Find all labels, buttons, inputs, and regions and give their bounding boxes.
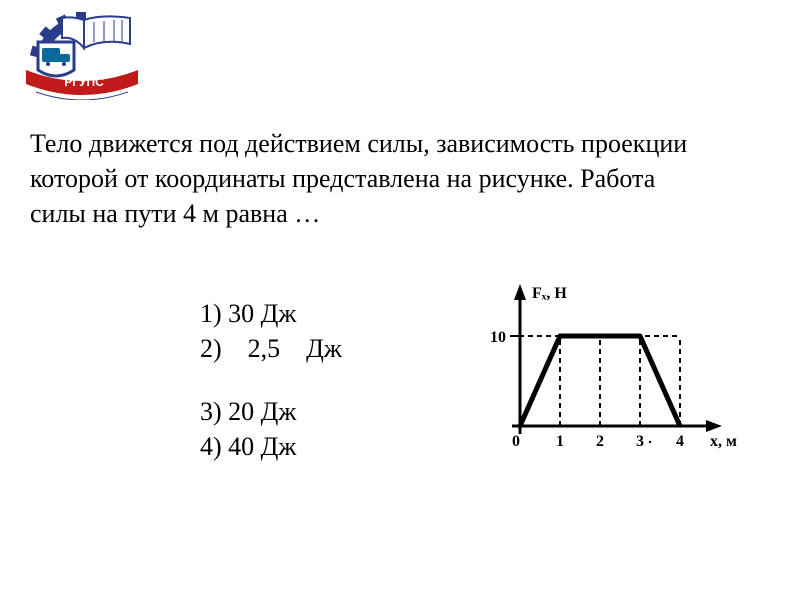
svg-text:и: и (54, 46, 58, 55)
x-axis-label: x, м (710, 433, 737, 450)
shield-icon: и (38, 42, 74, 76)
answer-gap (200, 366, 342, 394)
logo-ribbon-text: РГУПС (64, 75, 104, 89)
axes (512, 284, 722, 434)
x-tick-4: 4 (676, 433, 684, 450)
university-logo: и РГУПС (22, 8, 142, 100)
tick-dot (649, 441, 651, 443)
answer-options: 1) 30 Дж 2) 2,5 Дж 3) 20 Дж 4) 40 Дж (200, 296, 342, 464)
x-tick-2: 2 (596, 433, 604, 450)
x-tick-0: 0 (512, 433, 520, 450)
answer-option-1: 1) 30 Дж (200, 296, 342, 331)
x-tick-3: 3 (636, 433, 644, 450)
y-axis-label: Fₓ, H (532, 285, 567, 302)
x-tick-1: 1 (556, 433, 564, 450)
question-text: Тело движется под действием силы, зависи… (30, 126, 690, 231)
answer-option-2: 2) 2,5 Дж (200, 331, 342, 366)
y-tick-10: 10 (490, 329, 506, 346)
answer-option-4: 4) 40 Дж (200, 429, 342, 464)
answer-option-3: 3) 20 Дж (200, 394, 342, 429)
force-vs-position-chart: 10 Fₓ, H x, м 0 1 2 3 4 (480, 276, 740, 466)
dashed-guides (510, 336, 680, 426)
